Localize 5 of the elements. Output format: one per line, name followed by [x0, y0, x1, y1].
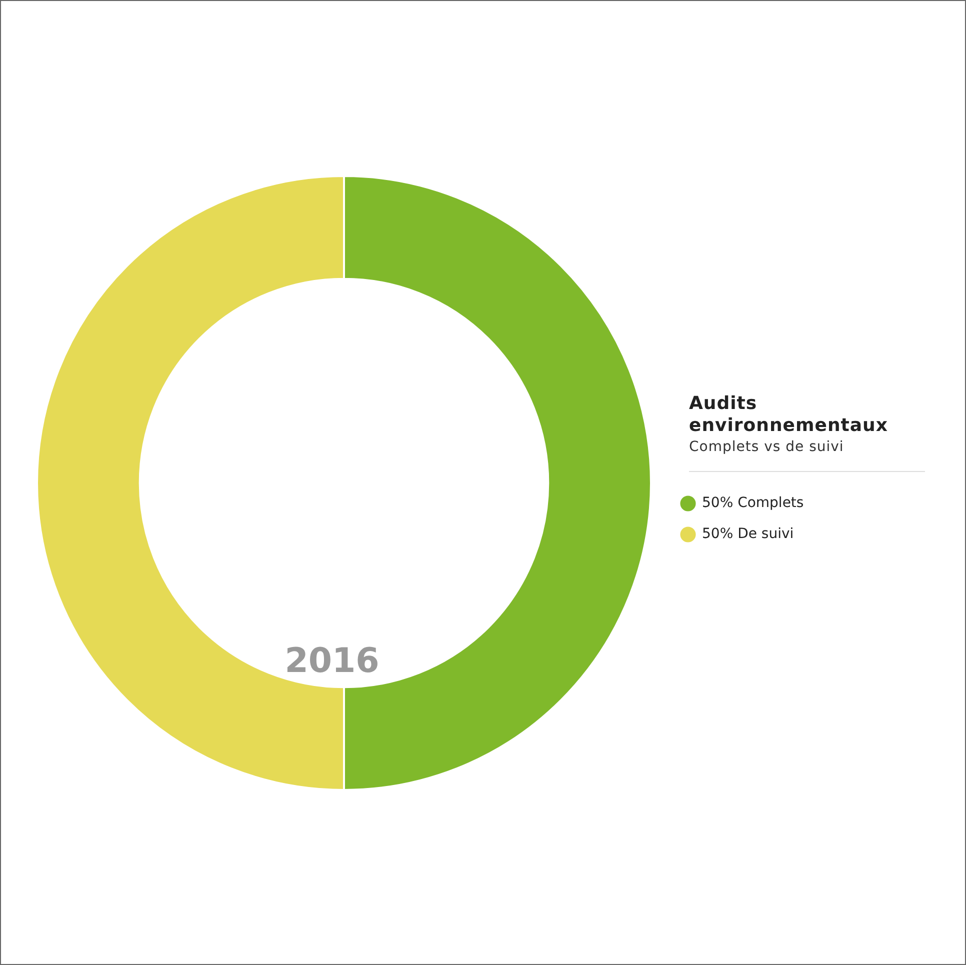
text: Complets vs de suivi [689, 439, 845, 455]
text: Audits environnementaux [689, 393, 889, 437]
legend-label: 50% De suivi [702, 526, 794, 542]
legend-label: 50% Complets [702, 495, 804, 512]
text: 2016 [284, 641, 380, 682]
